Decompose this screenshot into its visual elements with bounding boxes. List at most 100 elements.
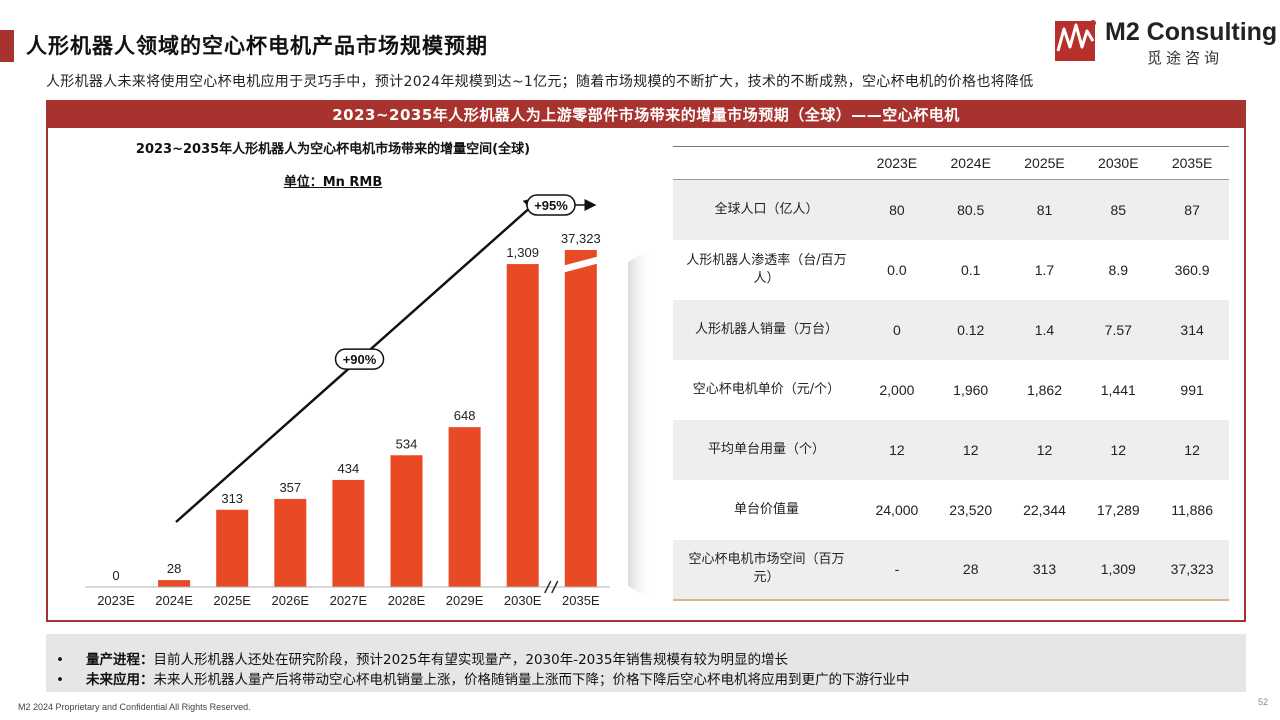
logo-name: M2 Consulting [1105,18,1278,46]
table-cell: 80 [860,179,934,240]
table-row: 平均单台用量（个） 12 12 12 12 12 [673,419,1229,480]
note-text: 未来人形机器人量产后将带动空心杯电机销量上涨，价格随销量上涨而下降；价格下降后空… [153,672,910,688]
growth-label-2023-2030: +90% [343,352,377,367]
table-cell: 37,323 [1155,539,1229,601]
growth-label-2030-2035: +95% [534,198,568,213]
table-cell: 313 [1007,539,1082,601]
table-row-label: 人形机器人渗透率（台/百万人） [686,252,847,286]
tick-label-2025E: 2025E [213,593,251,608]
note-item: • 未来应用：未来人形机器人量产后将带动空心杯电机销量上涨，价格随销量上涨而下降；… [56,668,910,688]
value-label-2023E: 0 [112,568,119,583]
panel-header: 2023~2035年人形机器人为上游零部件市场带来的增量市场预期（全球）——空心… [48,102,1244,128]
bar-2028E [390,455,423,587]
table-col-header: 2035E [1155,146,1229,180]
table-row-label: 单台价值量 [733,501,799,517]
table-cell: 2,000 [879,381,915,398]
table-cell: 23,520 [949,501,993,518]
m2-logo-icon [1055,20,1096,61]
value-label-2029E: 648 [454,408,476,423]
table-cell: 12 [933,419,1008,480]
bar-2025E [216,509,249,587]
table-cell: 28 [933,539,1008,601]
tick-label-2023E: 2023E [97,593,135,608]
bar-2030E [506,264,539,587]
value-label-2030E: 1,309 [506,245,539,260]
value-label-2024E: 28 [167,561,181,576]
chart-unit: 单位：Mn RMB [68,171,598,190]
table-row-label: 平均单台用量（个） [673,419,860,480]
page-title: 人形机器人领域的空心杯电机产品市场规模预期 [26,34,488,58]
table-row-label: 空心杯电机市场空间（百万元） [673,539,860,601]
note-bullet: • [56,652,64,668]
tick-label-2035E: 2035E [562,593,600,608]
table-col-header: 2024E [933,146,1008,180]
table-header-corner [673,146,860,180]
table-row-label: 空心杯电机单价（元/个） [692,381,841,397]
table-cell: - [860,539,934,601]
tick-label-2030E: 2030E [504,593,542,608]
value-label-2027E: 434 [338,461,360,476]
table-row: 人形机器人渗透率（台/百万人） 0.0 0.1 1.7 8.9 360.9 [673,240,1229,300]
footer-copyright: M2 2024 Proprietary and Confidential All… [18,702,251,712]
table-cell: 0.0 [887,261,907,278]
value-label-2026E: 357 [279,480,301,495]
tick-label-2029E: 2029E [446,593,484,608]
note-bullet: • [56,672,64,688]
table-cell: 80.5 [933,179,1008,240]
bar-break-mark [561,256,600,273]
table-row: 空心杯电机单价（元/个） 2,000 1,960 1,862 1,441 991 [673,360,1229,420]
table-col-header: 2023E [860,146,934,180]
table-header-row: 2023E 2024E 2025E 2030E 2035E [673,146,1229,180]
table-cell: 1,862 [1026,381,1063,398]
table-cell: 1.4 [1007,299,1082,360]
bar-2027E [332,479,365,587]
table-cell: 1,309 [1081,539,1156,601]
table-row-label: 人形机器人销量（万台） [673,299,860,360]
page-subtitle: 人形机器人未来将使用空心杯电机应用于灵巧手中，预计2024年规模到达~1亿元；随… [46,74,1034,90]
table-cell: 991 [1180,381,1204,398]
table-cell: 87 [1155,179,1229,240]
company-logo: M2 Consulting 觅途咨询 [1055,17,1277,69]
table-col-header: 2025E [1007,146,1082,180]
value-label-2025E: 313 [221,491,243,506]
tick-label-2024E: 2024E [155,593,193,608]
table-cell: 24,000 [875,501,919,518]
note-heading: 未来应用： [86,672,154,688]
table-cell: 314 [1155,299,1229,360]
table-cell: 1,960 [953,381,989,398]
note-text: 目前人形机器人还处在研究阶段，预计2025年有望实现量产，2030年-2035年… [153,652,788,668]
table-cell: 12 [1081,419,1156,480]
growth-label-2030-2035-pill [526,194,576,216]
table-row-label: 全球人口（亿人） [673,179,860,240]
value-label-2035E: 37,323 [561,231,601,246]
tick-label-2027E: 2027E [330,593,368,608]
tick-label-2026E: 2026E [272,593,310,608]
growth-label-2023-2030-pill [334,348,385,370]
value-label-2028E: 534 [396,436,418,451]
data-table: 2023E 2024E 2025E 2030E 2035E 全球人口（亿人） 8… [673,146,1229,601]
bar-2026E [274,498,307,587]
bar-2035E [564,250,597,587]
table-cell: 11,886 [1171,501,1213,518]
table-cell: 12 [1007,419,1082,480]
content-panel: 2023~2035年人形机器人为上游零部件市场带来的增量市场预期（全球）——空心… [46,100,1246,622]
note-item: • 量产进程：目前人形机器人还处在研究阶段，预计2025年有望实现量产，2030年… [56,648,788,668]
chart-unit-text: 单位：Mn RMB [283,175,383,190]
bar-2029E [448,427,481,587]
table-cell: 0.1 [960,261,981,278]
table-cell: 12 [1155,419,1229,480]
table-cell: 1,441 [1100,381,1136,398]
table-cell: 81 [1007,179,1082,240]
table-col-header: 2030E [1081,146,1156,180]
table-cell: 7.57 [1081,299,1156,360]
table-cell: 17,289 [1096,501,1140,518]
table-cell: 12 [860,419,934,480]
table-row: 全球人口（亿人） 80 80.5 81 85 87 [673,179,1229,240]
axis-break-mark [551,580,559,594]
notes-box: • 量产进程：目前人形机器人还处在研究阶段，预计2025年有望实现量产，2030年… [46,634,1246,692]
table-cell: 1.7 [1034,261,1055,278]
axis-break-mark [544,580,552,594]
table-cell: 0.12 [933,299,1008,360]
title-accent-bar [0,30,14,62]
